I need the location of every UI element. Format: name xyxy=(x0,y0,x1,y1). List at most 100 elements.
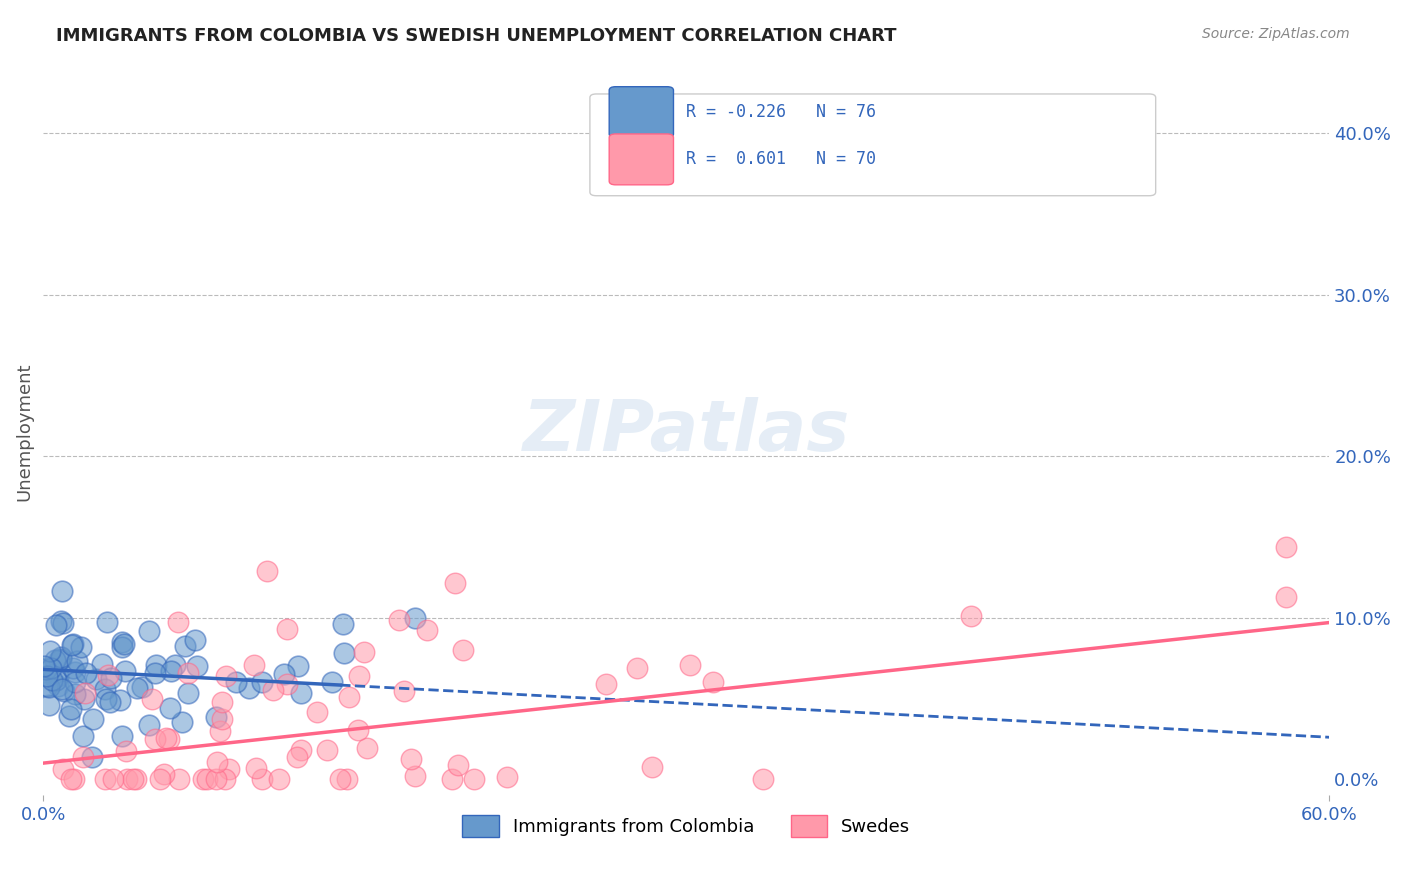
Point xyxy=(641,760,664,774)
Point xyxy=(404,769,426,783)
Point xyxy=(273,666,295,681)
Point xyxy=(110,729,132,743)
Point xyxy=(195,772,218,787)
Point xyxy=(96,691,118,706)
Point xyxy=(160,664,183,678)
Point xyxy=(138,624,160,639)
Point xyxy=(204,772,226,787)
Point xyxy=(193,772,215,787)
Point xyxy=(336,772,359,787)
Point xyxy=(394,684,416,698)
Point xyxy=(250,772,273,787)
Point xyxy=(256,564,278,578)
Point xyxy=(404,611,426,625)
Point xyxy=(186,658,208,673)
Point xyxy=(84,673,107,687)
Point xyxy=(174,639,197,653)
Point xyxy=(159,701,181,715)
Point xyxy=(149,772,172,787)
Point xyxy=(96,615,118,630)
Point xyxy=(72,749,94,764)
Point xyxy=(101,772,124,787)
Point xyxy=(59,701,82,715)
Point xyxy=(66,655,89,669)
Point xyxy=(122,772,145,787)
Point xyxy=(447,758,470,772)
Point xyxy=(51,615,73,630)
Point xyxy=(115,744,138,758)
Point xyxy=(679,657,702,672)
Point xyxy=(290,743,312,757)
Text: IMMIGRANTS FROM COLOMBIA VS SWEDISH UNEMPLOYMENT CORRELATION CHART: IMMIGRANTS FROM COLOMBIA VS SWEDISH UNEM… xyxy=(56,27,897,45)
Point xyxy=(34,665,56,679)
Point xyxy=(496,770,519,784)
Point xyxy=(94,772,117,787)
Point xyxy=(41,661,63,675)
Point xyxy=(60,638,83,652)
Point xyxy=(131,681,153,695)
Point xyxy=(111,640,134,655)
Point xyxy=(100,671,122,685)
Point xyxy=(49,650,72,665)
Point xyxy=(91,657,114,671)
Legend: Immigrants from Colombia, Swedes: Immigrants from Colombia, Swedes xyxy=(456,808,918,845)
FancyBboxPatch shape xyxy=(609,134,673,185)
Point xyxy=(276,677,298,691)
Point xyxy=(332,646,354,660)
Point xyxy=(37,679,59,693)
Point xyxy=(63,687,86,701)
Point xyxy=(177,686,200,700)
Point xyxy=(165,657,187,672)
Point xyxy=(172,714,194,729)
Text: R =  0.601   N = 70: R = 0.601 N = 70 xyxy=(686,151,876,169)
Point xyxy=(45,617,67,632)
Point xyxy=(346,723,368,738)
Point xyxy=(356,741,378,756)
Point xyxy=(463,772,485,787)
Point xyxy=(415,623,437,637)
Point xyxy=(80,749,103,764)
Point xyxy=(1275,540,1298,554)
Point xyxy=(46,669,69,683)
Point xyxy=(63,665,86,680)
Point xyxy=(218,762,240,776)
Point xyxy=(49,651,72,665)
Point xyxy=(52,684,75,698)
Point xyxy=(353,645,375,659)
Point xyxy=(73,686,96,700)
Point xyxy=(114,664,136,678)
Text: ZIPatlas: ZIPatlas xyxy=(523,398,851,467)
Point xyxy=(72,729,94,743)
Point xyxy=(52,762,75,776)
Point xyxy=(337,690,360,705)
Point xyxy=(37,669,59,683)
Point xyxy=(58,709,80,723)
Point xyxy=(444,576,467,591)
Point xyxy=(143,732,166,747)
Point xyxy=(329,772,352,787)
Point xyxy=(626,660,648,674)
Point xyxy=(960,608,983,623)
Point xyxy=(183,633,205,648)
Point xyxy=(262,682,284,697)
Point xyxy=(177,665,200,680)
Point xyxy=(112,637,135,651)
Point xyxy=(97,668,120,682)
FancyBboxPatch shape xyxy=(591,94,1156,195)
Point xyxy=(46,679,69,693)
Point xyxy=(94,682,117,697)
Y-axis label: Unemployment: Unemployment xyxy=(15,363,32,501)
Point xyxy=(51,583,73,598)
Point xyxy=(39,644,62,658)
Point xyxy=(305,706,328,720)
Point xyxy=(32,659,55,673)
Point xyxy=(138,718,160,732)
Point xyxy=(65,675,87,690)
Point xyxy=(245,760,267,774)
Point xyxy=(752,772,775,787)
FancyBboxPatch shape xyxy=(609,87,673,137)
Point xyxy=(321,674,343,689)
Text: R = -0.226   N = 76: R = -0.226 N = 76 xyxy=(686,103,876,121)
Point xyxy=(70,640,93,654)
Point xyxy=(225,675,247,690)
